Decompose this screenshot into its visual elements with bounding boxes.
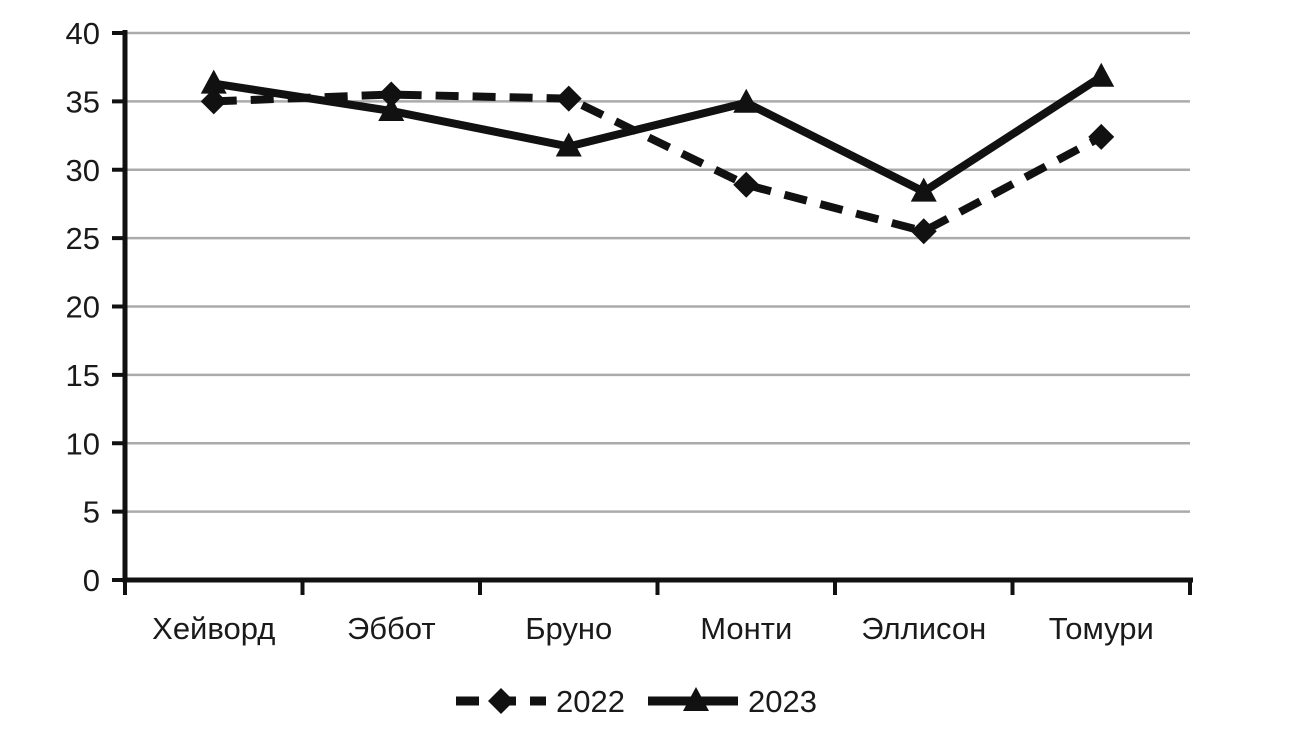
triangle-marker	[683, 687, 709, 711]
x-category-label: Бруно	[525, 611, 612, 646]
series-2023	[200, 62, 1115, 202]
triangle-marker	[555, 132, 582, 157]
gridlines	[125, 31, 1190, 513]
triangle-marker	[910, 177, 937, 202]
diamond-marker	[733, 171, 760, 198]
x-category-label: Монти	[700, 611, 792, 646]
y-tick-label: 15	[66, 358, 100, 393]
x-category-label: Эллисон	[861, 611, 986, 646]
y-tick-label: 10	[66, 426, 100, 461]
legend-label-2022: 2022	[556, 684, 625, 719]
diamond-marker	[1088, 123, 1115, 150]
diamond-marker	[200, 88, 227, 115]
y-tick-label: 40	[66, 16, 100, 51]
y-tick-label: 0	[83, 563, 100, 598]
legend-item-2023: 2023	[648, 684, 817, 719]
series-2022	[200, 81, 1115, 245]
y-tick-label: 20	[66, 290, 100, 325]
triangle-marker	[1088, 62, 1115, 87]
legend-item-2022: 2022	[456, 684, 625, 719]
y-tick-label: 25	[66, 221, 100, 256]
series-line-2023	[213, 73, 1104, 197]
axes: 0 5 10 15 20 25 30 35 40 Хейворд Эббот Бруно Монти Эл…	[66, 16, 1193, 646]
diamond-marker	[555, 85, 582, 112]
triangle-marker	[378, 96, 405, 121]
x-category-label: Томури	[1049, 611, 1154, 646]
series-line-2022	[213, 90, 1104, 236]
diamond-marker	[910, 218, 937, 245]
legend: 2022 2023	[456, 684, 817, 719]
y-tick-label: 5	[83, 495, 100, 530]
diamond-marker	[378, 81, 405, 108]
triangle-marker	[200, 69, 227, 94]
diamond-marker	[488, 688, 514, 714]
x-category-label: Эббот	[347, 611, 436, 646]
legend-label-2023: 2023	[748, 684, 817, 719]
y-tick-label: 35	[66, 84, 100, 119]
y-tick-label: 30	[66, 153, 100, 188]
x-category-label: Хейворд	[152, 611, 275, 646]
triangle-marker	[733, 88, 760, 113]
